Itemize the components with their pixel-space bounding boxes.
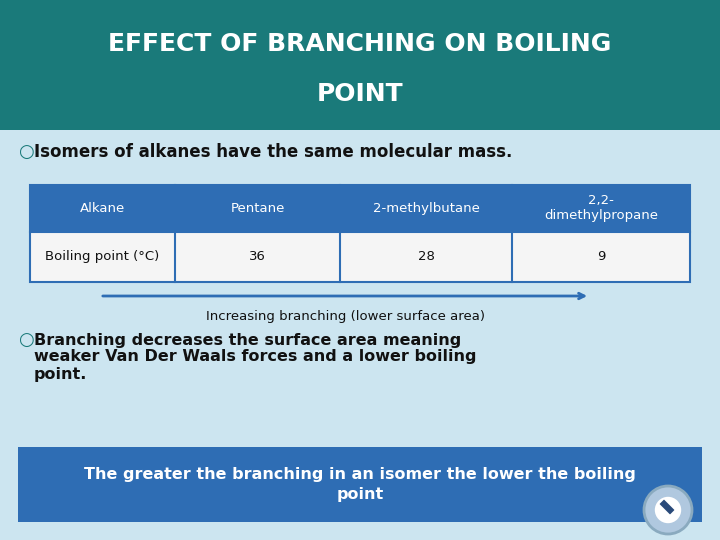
Text: point.: point.: [34, 367, 87, 381]
Text: 28: 28: [418, 250, 434, 264]
Text: POINT: POINT: [317, 82, 403, 106]
Polygon shape: [660, 500, 674, 514]
Text: The greater the branching in an isomer the lower the boiling: The greater the branching in an isomer t…: [84, 467, 636, 482]
Text: ○: ○: [18, 143, 34, 161]
Bar: [18, 447, 702, 522]
Text: Pentane: Pentane: [230, 202, 285, 215]
Text: weaker Van Der Waals forces and a lower boiling: weaker Van Der Waals forces and a lower …: [34, 349, 477, 364]
Text: Branching decreases the surface area meaning: Branching decreases the surface area mea…: [34, 333, 462, 348]
Text: EFFECT OF BRANCHING ON BOILING: EFFECT OF BRANCHING ON BOILING: [108, 32, 612, 56]
Text: 36: 36: [249, 250, 266, 264]
Bar: [30, 185, 690, 282]
Text: Alkane: Alkane: [80, 202, 125, 215]
Text: point: point: [336, 487, 384, 502]
Text: 9: 9: [597, 250, 605, 264]
Text: ○: ○: [18, 331, 34, 349]
Bar: [30, 232, 690, 282]
Text: Isomers of alkanes have the same molecular mass.: Isomers of alkanes have the same molecul…: [34, 143, 513, 161]
Text: Increasing branching (lower surface area): Increasing branching (lower surface area…: [205, 310, 485, 323]
Text: Boiling point (°C): Boiling point (°C): [45, 250, 160, 264]
Bar: [0, 0, 720, 130]
Bar: [30, 185, 690, 232]
Circle shape: [654, 497, 681, 523]
Text: 2,2-
dimethylpropane: 2,2- dimethylpropane: [544, 194, 658, 222]
Text: 2-methylbutane: 2-methylbutane: [372, 202, 480, 215]
Circle shape: [644, 486, 692, 534]
